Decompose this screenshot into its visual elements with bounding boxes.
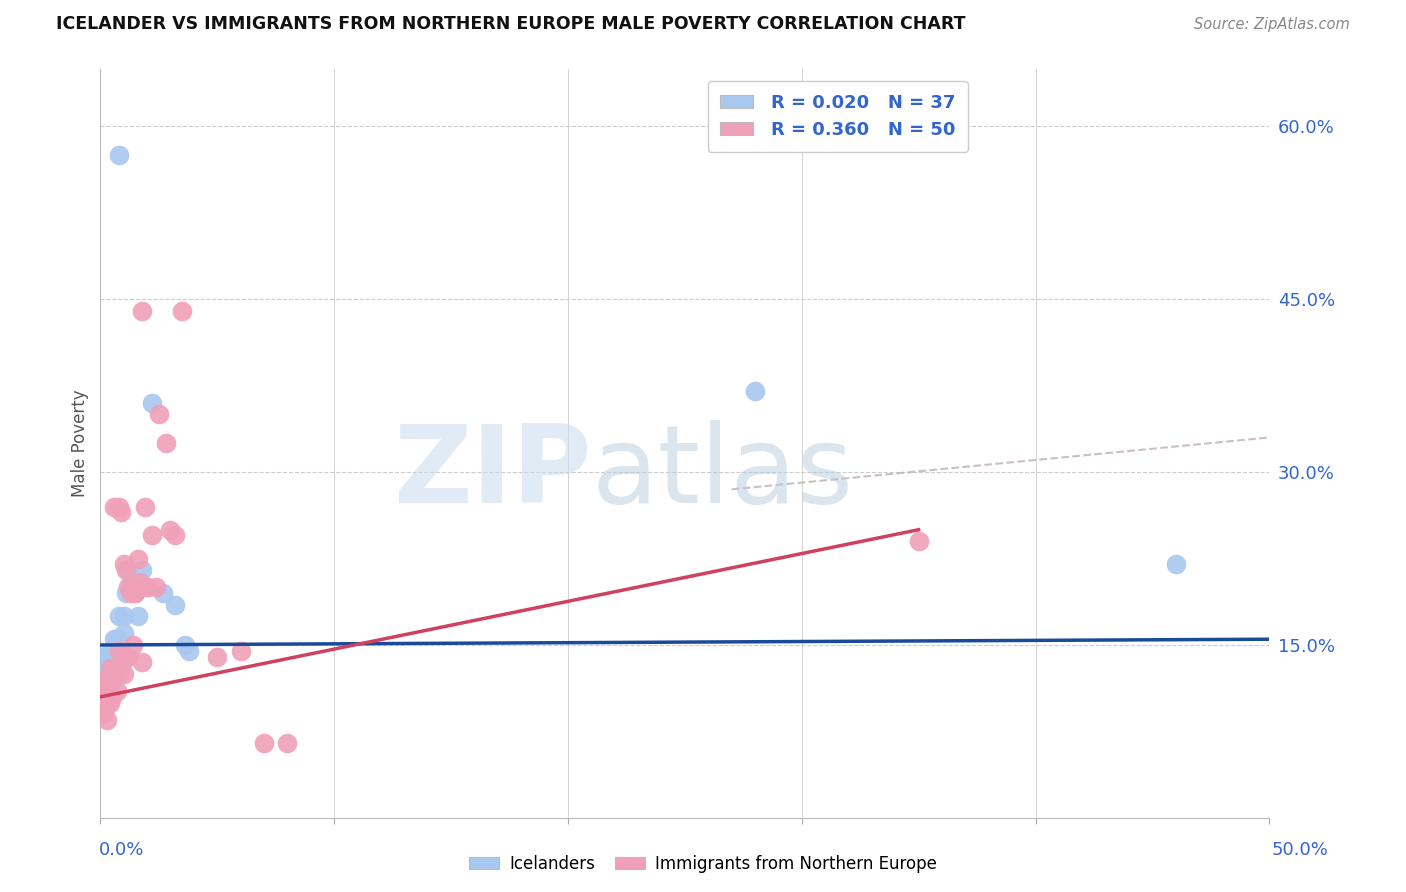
Point	[108, 666, 131, 681]
Point	[134, 500, 156, 514]
Point	[129, 574, 152, 589]
Point	[98, 661, 121, 675]
Point	[96, 678, 118, 692]
Point	[276, 736, 298, 750]
Point	[122, 638, 145, 652]
Point	[94, 701, 117, 715]
Point	[98, 696, 121, 710]
Point	[98, 655, 121, 669]
Point	[1164, 558, 1187, 572]
Point	[94, 673, 117, 687]
Point	[96, 713, 118, 727]
Point	[94, 701, 117, 715]
Point	[253, 736, 276, 750]
Point	[110, 505, 132, 519]
Text: 50.0%: 50.0%	[1272, 840, 1329, 858]
Text: ZIP: ZIP	[392, 420, 592, 526]
Point	[96, 661, 118, 675]
Point	[115, 649, 138, 664]
Text: atlas: atlas	[592, 420, 853, 526]
Point	[108, 644, 131, 658]
Point	[91, 661, 114, 675]
Point	[91, 696, 114, 710]
Point	[145, 580, 167, 594]
Point	[131, 303, 153, 318]
Text: ICELANDER VS IMMIGRANTS FROM NORTHERN EUROPE MALE POVERTY CORRELATION CHART: ICELANDER VS IMMIGRANTS FROM NORTHERN EU…	[56, 14, 966, 32]
Point	[744, 384, 766, 399]
Point	[131, 655, 153, 669]
Point	[103, 500, 125, 514]
Point	[124, 586, 146, 600]
Point	[152, 586, 174, 600]
Point	[91, 707, 114, 722]
Point	[159, 523, 181, 537]
Point	[94, 690, 117, 704]
Point	[108, 500, 131, 514]
Point	[96, 678, 118, 692]
Point	[136, 580, 159, 594]
Point	[136, 580, 159, 594]
Point	[94, 684, 117, 698]
Point	[115, 586, 138, 600]
Point	[229, 644, 252, 658]
Point	[155, 436, 177, 450]
Point	[103, 632, 125, 647]
Point	[117, 580, 139, 594]
Point	[207, 649, 229, 664]
Point	[98, 644, 121, 658]
Point	[117, 649, 139, 664]
Point	[127, 551, 149, 566]
Point	[98, 678, 121, 692]
Point	[105, 684, 128, 698]
Point	[108, 609, 131, 624]
Point	[112, 626, 135, 640]
Point	[96, 696, 118, 710]
Point	[101, 673, 124, 687]
Point	[179, 644, 201, 658]
Point	[141, 528, 163, 542]
Point	[112, 558, 135, 572]
Point	[165, 528, 187, 542]
Point	[124, 586, 146, 600]
Text: 0.0%: 0.0%	[98, 840, 143, 858]
Point	[96, 696, 118, 710]
Point	[148, 408, 170, 422]
Point	[112, 666, 135, 681]
Point	[131, 563, 153, 577]
Point	[120, 586, 142, 600]
Text: Source: ZipAtlas.com: Source: ZipAtlas.com	[1194, 17, 1350, 31]
Point	[101, 690, 124, 704]
Point	[94, 649, 117, 664]
Point	[103, 661, 125, 675]
Point	[108, 148, 131, 162]
Point	[105, 666, 128, 681]
Point	[105, 661, 128, 675]
Point	[91, 684, 114, 698]
Point	[105, 632, 128, 647]
Point	[101, 673, 124, 687]
Point	[115, 563, 138, 577]
Point	[173, 638, 195, 652]
Y-axis label: Male Poverty: Male Poverty	[72, 390, 89, 497]
Point	[127, 609, 149, 624]
Point	[91, 678, 114, 692]
Point	[165, 598, 187, 612]
Point	[172, 303, 194, 318]
Legend: R = 0.020   N = 37, R = 0.360   N = 50: R = 0.020 N = 37, R = 0.360 N = 50	[707, 81, 969, 152]
Point	[94, 666, 117, 681]
Point	[101, 655, 124, 669]
Legend: Icelanders, Immigrants from Northern Europe: Icelanders, Immigrants from Northern Eur…	[463, 848, 943, 880]
Point	[108, 644, 131, 658]
Point	[122, 580, 145, 594]
Point	[907, 534, 929, 549]
Point	[117, 563, 139, 577]
Point	[141, 396, 163, 410]
Point	[120, 574, 142, 589]
Point	[103, 649, 125, 664]
Point	[112, 609, 135, 624]
Point	[110, 661, 132, 675]
